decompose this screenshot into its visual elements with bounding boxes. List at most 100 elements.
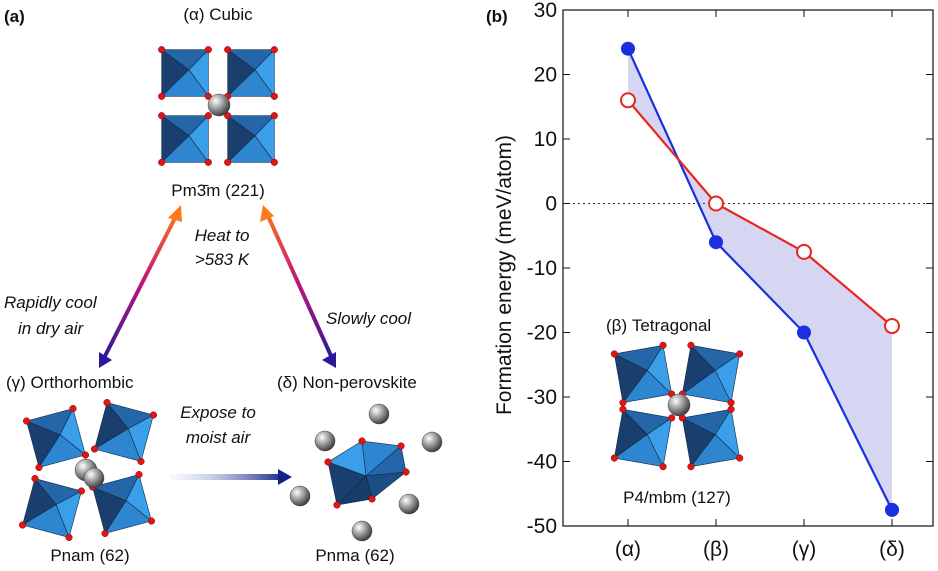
oxygen-atom	[224, 46, 232, 54]
oxygen-atom	[270, 92, 278, 100]
octahedron	[678, 341, 744, 407]
oxygen-atom	[135, 471, 143, 479]
oxygen-atom	[270, 158, 278, 166]
oxygen-atom	[158, 112, 166, 120]
oxygen-atom	[77, 487, 85, 495]
oxygen-atom	[619, 405, 627, 413]
y-tick-label: 10	[534, 128, 557, 151]
cation-atom	[421, 431, 443, 453]
octahedron	[158, 46, 212, 100]
octahedron	[89, 471, 155, 537]
oxygen-atom	[610, 454, 618, 462]
data-point-filled-blue	[709, 235, 723, 250]
orthorhombic-structure	[19, 399, 157, 541]
oxygen-atom	[397, 442, 405, 450]
moist-label-line1: Expose to	[180, 403, 256, 422]
panel-a: (a) (α) Cubic Pm3̄m (221) Heat to >583 K…	[4, 5, 443, 565]
rapid-cool-line2: in dry air	[18, 319, 85, 338]
panel-a-label: (a)	[4, 7, 25, 26]
oxygen-atom	[402, 468, 410, 476]
oxygen-atom	[736, 454, 744, 462]
oxygen-atom	[668, 414, 676, 422]
panel-b: (b) Formation energy (meV/atom) 30 20 10 0 -…	[486, 0, 934, 561]
oxygen-atom	[727, 405, 735, 413]
cubic-title: (α) Cubic	[183, 5, 253, 24]
x-tick-label: (δ)	[879, 538, 905, 561]
series-line-filled-blue	[626, 48, 893, 511]
data-point-open-red	[620, 92, 636, 109]
octahedra-chain	[324, 437, 410, 509]
tetragonal-title: (β) Tetragonal	[606, 316, 711, 335]
oxygen-atom	[204, 158, 212, 166]
octahedron	[610, 405, 676, 471]
x-tick-label: (γ)	[792, 538, 817, 561]
octahedron	[158, 112, 212, 166]
oxygen-atom	[270, 112, 278, 120]
oxygen-atom	[659, 341, 667, 349]
x-tick-label: (β)	[703, 538, 729, 561]
cation-atom	[289, 485, 311, 507]
cation-atom	[351, 520, 373, 542]
oxygen-atom	[103, 399, 111, 407]
nonperovskite-structure	[289, 403, 443, 542]
y-tick-label: 20	[534, 64, 557, 87]
octahedron	[19, 475, 85, 541]
cation-atom	[368, 403, 390, 425]
octahedron	[610, 341, 676, 407]
y-tick-label: -20	[527, 322, 557, 345]
oxygen-atom	[736, 350, 744, 358]
formation-energy-chart: 30 20 10 0 -10 -20 -30 -40 -50 (α) (β) (γ) (δ)	[527, 0, 934, 561]
oxygen-atom	[147, 517, 155, 525]
oxygen-atom	[204, 112, 212, 120]
cation-atom	[83, 467, 105, 489]
oxygen-atom	[333, 501, 341, 509]
oxygen-atom	[659, 463, 667, 471]
oxygen-atom	[687, 463, 695, 471]
oxygen-atom	[610, 350, 618, 358]
heat-label-line1: Heat to	[195, 226, 250, 245]
oxygen-atom	[23, 417, 31, 425]
x-tick-label: (α)	[615, 538, 641, 561]
oxygen-atom	[149, 411, 157, 419]
cation-atom	[667, 393, 691, 417]
series-line-open-red	[627, 99, 893, 327]
orthorhombic-space-group: Pnam (62)	[50, 546, 129, 565]
moist-label-line2: moist air	[186, 428, 252, 447]
cation-atom	[207, 93, 231, 117]
heat-arrow-right	[260, 205, 336, 368]
tetragonal-structure	[610, 341, 744, 471]
data-point-open-red	[884, 318, 900, 335]
oxygen-atom	[270, 46, 278, 54]
oxygen-atom	[358, 437, 366, 445]
octahedron	[224, 112, 278, 166]
oxygen-atom	[158, 46, 166, 54]
octahedron	[23, 405, 89, 471]
cation-atom	[398, 493, 420, 515]
rapid-cool-line1: Rapidly cool	[4, 293, 98, 312]
y-tick-label: -10	[527, 257, 557, 280]
oxygen-atom	[324, 458, 332, 466]
heat-arrow-left	[99, 205, 182, 368]
data-point-filled-blue	[621, 41, 635, 56]
nonperovskite-title: (δ) Non-perovskite	[277, 373, 417, 392]
oxygen-atom	[137, 457, 145, 465]
data-point-open-red	[796, 243, 812, 260]
oxygen-atom	[91, 445, 99, 453]
octahedron	[678, 405, 744, 471]
y-tick-label: 30	[534, 0, 557, 22]
oxygen-atom	[158, 158, 166, 166]
oxygen-atom	[224, 158, 232, 166]
data-point-open-red	[708, 195, 724, 212]
y-axis-label: Formation energy (meV/atom)	[493, 135, 516, 415]
slow-cool-label: Slowly cool	[326, 309, 412, 328]
oxygen-atom	[158, 92, 166, 100]
oxygen-atom	[65, 533, 73, 541]
oxygen-atom	[19, 521, 27, 529]
y-tick-label: -50	[527, 515, 557, 538]
nonperovskite-space-group: Pnma (62)	[315, 546, 394, 565]
oxygen-atom	[101, 529, 109, 537]
moist-air-arrow	[170, 469, 292, 485]
y-tick-label: -40	[527, 451, 557, 474]
oxygen-atom	[35, 463, 43, 471]
